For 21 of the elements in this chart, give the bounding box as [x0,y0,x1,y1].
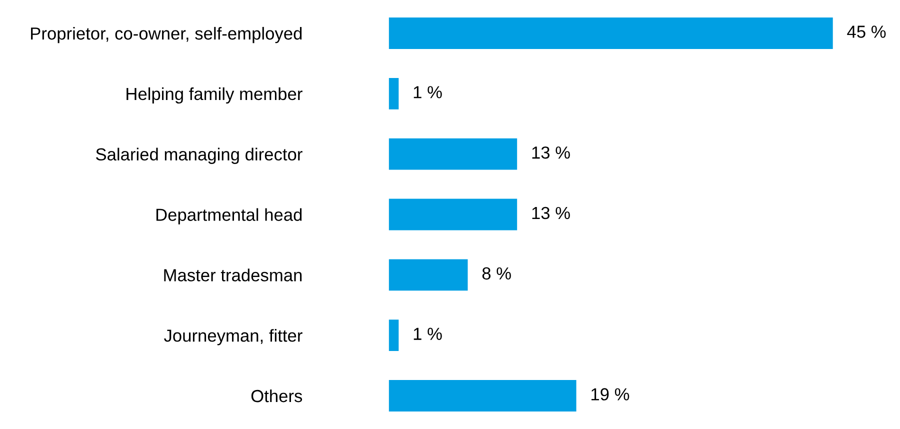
data-label: 13 % [532,146,570,159]
data-label: 1 % [414,328,442,340]
bar [388,320,399,352]
bar [388,380,576,412]
y-tick-label: Departmental head [156,208,302,224]
y-tick-label: Helping family member [126,87,302,104]
data-label: 45 % [847,26,886,38]
y-tick-label: Proprietor, co-owner, self-employed [31,26,302,44]
y-tick-label: Salaried managing director [96,148,302,164]
data-label: 19 % [592,388,630,400]
y-tick-label: Others [251,389,302,402]
bar [388,18,833,49]
bar [388,259,468,291]
y-tick-label: Master tradesman [164,268,302,282]
data-label: 1 % [414,86,442,98]
data-label: 8 % [482,267,511,280]
bar [388,138,518,170]
bar [388,198,518,230]
data-label: 13 % [532,206,570,220]
bar [388,78,399,110]
y-tick-label: Journeyman, fitter [164,329,302,346]
